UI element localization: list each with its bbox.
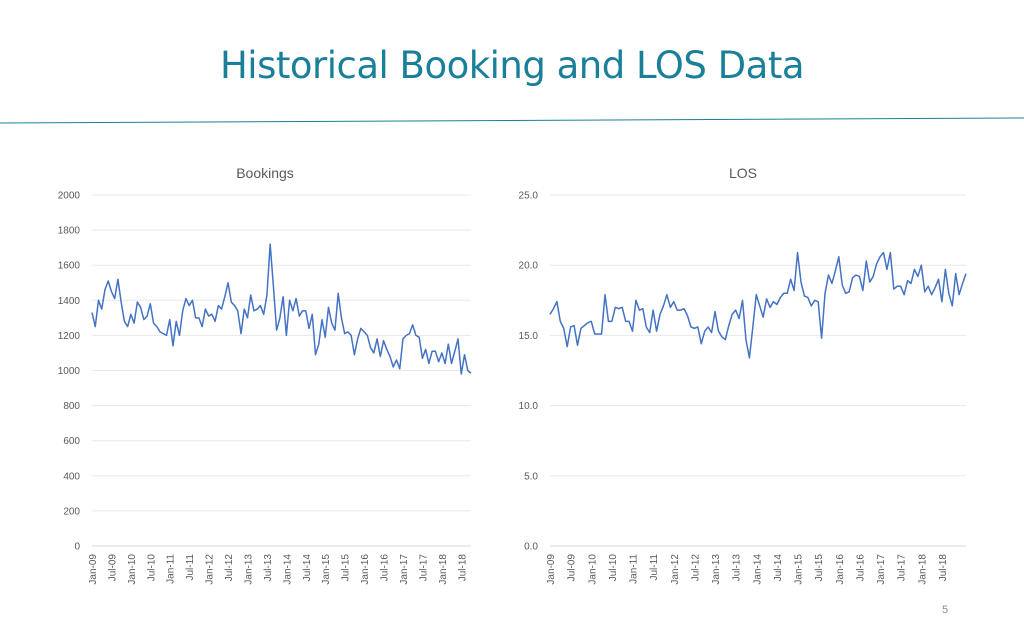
- x-tick-label: Jul-16: [855, 554, 866, 582]
- x-tick-label: Jul-09: [567, 554, 578, 582]
- x-tick-label: Jan-13: [243, 554, 254, 585]
- x-tick-label: Jan-17: [876, 554, 887, 585]
- y-tick-label: 25.0: [519, 191, 539, 202]
- chart-title: LOS: [729, 165, 757, 181]
- x-tick-label: Jul-11: [185, 554, 196, 581]
- y-tick-label: 2000: [58, 191, 81, 202]
- x-tick-label: Jan-10: [587, 554, 598, 585]
- y-tick-label: 1600: [58, 261, 81, 272]
- y-tick-label: 15.0: [519, 331, 539, 342]
- x-tick-label: Jul-17: [897, 554, 908, 582]
- x-tick-label: Jan-09: [546, 554, 557, 585]
- x-tick-label: Jul-13: [263, 554, 274, 582]
- bookings-chart: Bookings 0 200 400 600 800 1000 1200 1400 1600 180…: [58, 165, 472, 585]
- x-tick-label: Jan-16: [835, 554, 846, 585]
- x-tick-label: Jan-11: [166, 554, 177, 584]
- x-tick-label: Jul-13: [732, 554, 743, 582]
- x-tick-label: Jul-18: [938, 554, 949, 582]
- data-series-line: [549, 251, 967, 359]
- slide-title: Historical Booking and LOS Data: [219, 44, 805, 87]
- x-tick-label: Jan-15: [794, 554, 805, 585]
- x-tick-label: Jul-09: [107, 554, 118, 582]
- x-tick-label: Jul-14: [302, 554, 313, 582]
- chart-title: Bookings: [236, 165, 294, 181]
- y-tick-label: 20.0: [519, 261, 539, 272]
- x-tick-label: Jan-12: [205, 554, 216, 585]
- y-tick-label: 1400: [58, 296, 81, 307]
- y-tick-label: 1200: [58, 331, 81, 342]
- x-tick-label: Jul-14: [773, 554, 784, 582]
- x-tick-label: Jan-16: [360, 554, 371, 585]
- title-divider-line: [0, 117, 1024, 124]
- x-tick-label: Jul-10: [146, 554, 157, 582]
- x-tick-label: Jan-18: [438, 554, 449, 585]
- x-tick-label: Jul-15: [341, 554, 352, 582]
- x-tick-label: Jul-12: [690, 554, 701, 582]
- x-tick-label: Jan-14: [282, 554, 293, 585]
- page-number: 5: [941, 604, 949, 616]
- x-tick-label: Jul-10: [608, 554, 619, 582]
- x-tick-label: Jul-15: [814, 554, 825, 582]
- y-tick-label: 0: [74, 542, 80, 553]
- y-tick-label: 1000: [58, 366, 81, 377]
- x-tick-label: Jan-13: [711, 554, 722, 585]
- x-tick-label: Jan-10: [127, 554, 138, 585]
- y-tick-label: 5.0: [524, 471, 538, 482]
- x-tick-label: Jan-17: [399, 554, 410, 585]
- x-tick-label: Jan-09: [88, 554, 99, 585]
- y-tick-label: 10.0: [519, 401, 539, 412]
- x-tick-label: Jan-18: [917, 554, 928, 585]
- data-series-line: [91, 243, 472, 375]
- y-tick-label: 1800: [58, 226, 81, 237]
- x-tick-label: Jul-17: [418, 554, 429, 582]
- x-tick-label: Jan-11: [629, 554, 640, 584]
- y-tick-label: 400: [63, 471, 80, 482]
- x-tick-label: Jan-12: [670, 554, 681, 585]
- x-tick-label: Jul-16: [380, 554, 391, 582]
- x-tick-label: Jul-12: [224, 554, 235, 582]
- y-tick-label: 800: [63, 401, 80, 412]
- y-tick-label: 600: [63, 436, 80, 447]
- x-tick-label: Jan-14: [752, 554, 763, 585]
- x-tick-label: Jul-18: [457, 554, 468, 582]
- x-tick-label: Jul-11: [649, 554, 660, 581]
- y-tick-label: 200: [63, 506, 80, 517]
- y-tick-label: 0.0: [524, 542, 538, 553]
- los-chart: LOS 0.0 5.0 10.0 15.0 20.0 25.0 Jan-09 Jul-09 Jan…: [519, 165, 967, 585]
- x-tick-label: Jan-15: [321, 554, 332, 585]
